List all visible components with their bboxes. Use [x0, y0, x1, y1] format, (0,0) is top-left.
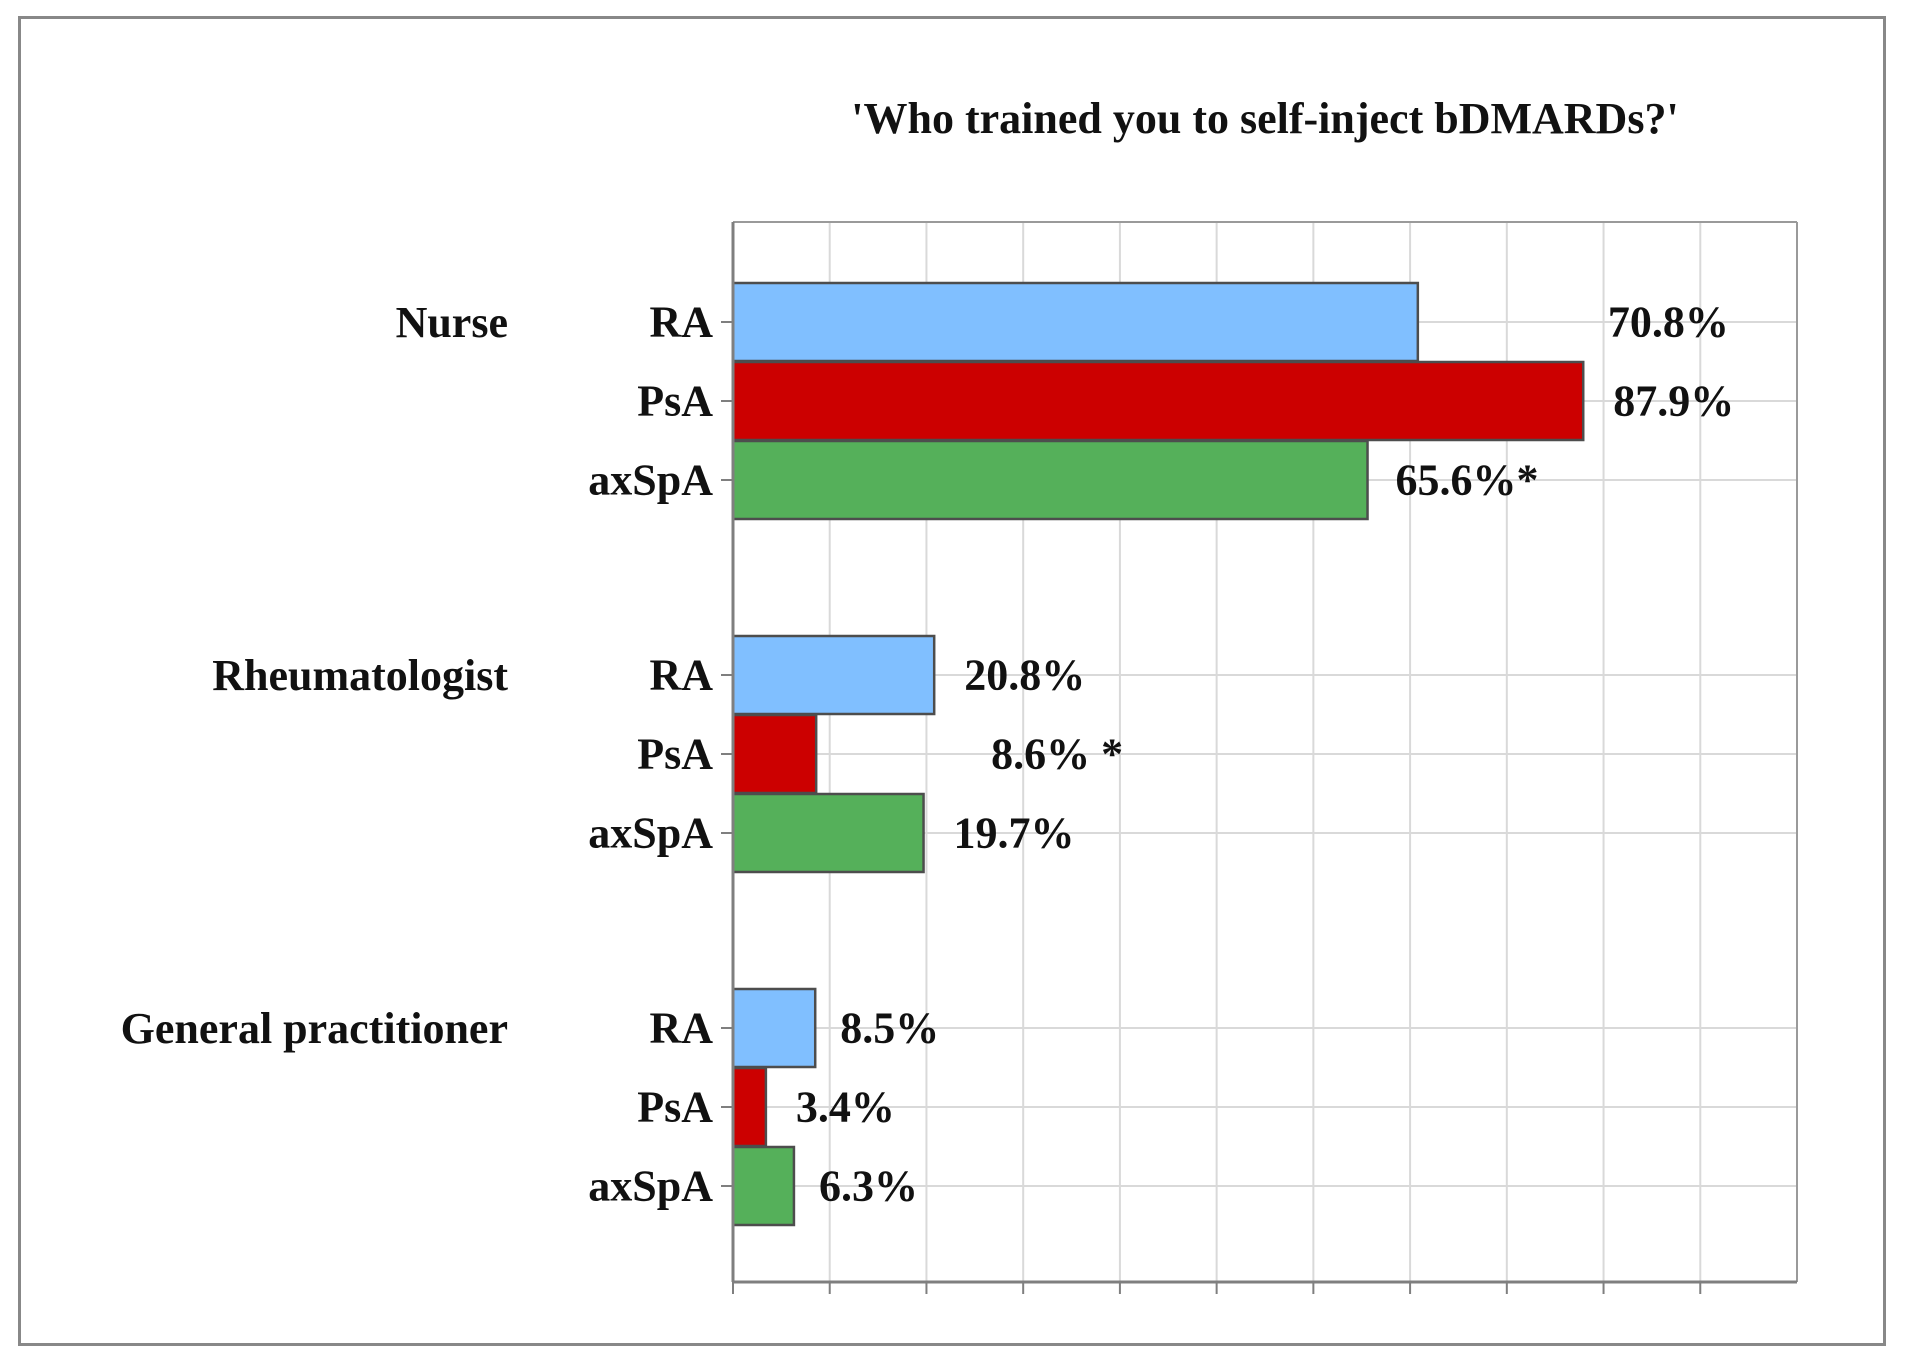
series-label: PsA [637, 377, 713, 426]
category-label: Nurse [396, 298, 508, 347]
data-label: 70.8% [1608, 298, 1729, 347]
data-label: 20.8% [964, 651, 1085, 700]
series-label: axSpA [588, 809, 713, 858]
bar-axspa-2 [731, 1145, 796, 1227]
bars [731, 281, 1585, 1227]
bar-ra-1 [731, 634, 936, 716]
category-label: Rheumatologist [212, 651, 508, 700]
series-label: RA [649, 651, 713, 700]
data-label: 6.3% [819, 1162, 918, 1211]
data-label: 19.7% [954, 809, 1075, 858]
bar-axspa-0 [731, 439, 1369, 521]
series-label: PsA [637, 1083, 713, 1132]
chart-title: 'Who trained you to self-inject bDMARDs?… [851, 94, 1678, 143]
data-label: 65.6%* [1396, 456, 1539, 505]
series-label: RA [649, 1004, 713, 1053]
bar-psa-0 [731, 360, 1585, 442]
chart-frame [18, 16, 1886, 1346]
bar-psa-2 [731, 1066, 768, 1148]
data-label: 3.4% [796, 1083, 895, 1132]
bar-axspa-1 [731, 792, 925, 874]
series-label: RA [649, 298, 713, 347]
data-label: 8.6% * [991, 730, 1123, 779]
labels: Nurse RA 70.8% PsA 87.9% axSpA 65.6%* Rheumatol… [121, 298, 1735, 1211]
bar-ra-2 [731, 987, 817, 1069]
bar-ra-0 [731, 281, 1420, 363]
bar-psa-1 [731, 713, 818, 795]
series-label: axSpA [588, 1162, 713, 1211]
series-label: axSpA [588, 456, 713, 505]
data-label: 87.9% [1613, 377, 1734, 426]
data-label: 8.5% [840, 1004, 939, 1053]
category-label: General practitioner [121, 1004, 508, 1053]
axes [721, 221, 1798, 1294]
series-label: PsA [637, 730, 713, 779]
